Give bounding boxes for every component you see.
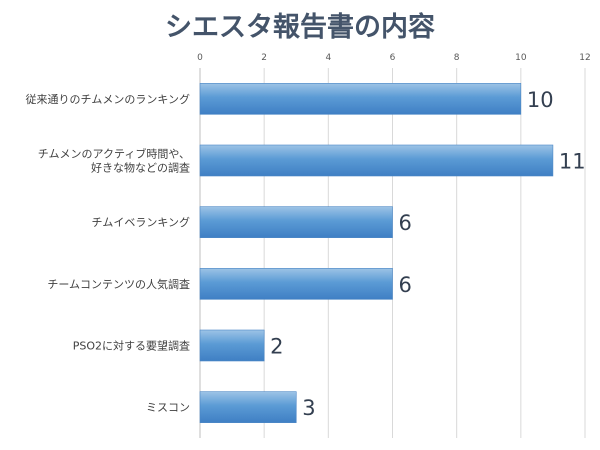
category-label: チムメンのアクティブ時間や、好きな物などの調査 [38,147,190,175]
category-label-line: チムイベランキング [92,215,190,229]
x-tick-label: 6 [390,53,396,63]
category-label-line: PSO2に対する要望調査 [73,339,190,353]
data-label: 6 [399,211,412,235]
bars [199,83,554,423]
x-tick-label: 8 [454,53,460,63]
bar [199,144,554,177]
x-tick-labels: 0 2 4 6 8 10 12 [197,53,591,63]
data-label: 11 [559,150,586,174]
data-label: 2 [270,335,283,359]
category-label-line: ミスコン [146,401,190,414]
bar [199,206,393,238]
category-label-line: 好きな物などの調査 [91,161,190,175]
data-label: 6 [399,273,412,297]
chart-title: シエスタ報告書の内容 [165,11,435,43]
category-label-line: チームコンテンツの人気調査 [47,277,190,291]
bar [199,83,522,115]
category-labels: 従来通りのチムメンのランキングチムメンのアクティブ時間や、好きな物などの調査チム… [26,92,190,414]
bar [199,391,297,423]
x-tick-label: 2 [261,53,267,63]
data-label: 10 [527,88,554,112]
data-label: 3 [302,396,315,420]
category-label: チムイベランキング [92,215,190,229]
bar [199,268,393,300]
x-tick-label: 10 [515,53,527,63]
x-tick-label: 0 [197,53,203,63]
category-label: 従来通りのチムメンのランキング [26,92,190,106]
category-label: PSO2に対する要望調査 [73,339,190,353]
gridlines [199,68,586,438]
category-label-line: チムメンのアクティブ時間や、 [38,147,190,161]
data-labels: 10 11 6 6 2 3 [270,88,585,420]
category-label: チームコンテンツの人気調査 [47,277,190,291]
bar [199,329,265,362]
x-tick-label: 4 [325,53,331,63]
category-label-line: 従来通りのチムメンのランキング [26,92,190,106]
x-tick-label: 12 [579,53,590,63]
category-label: ミスコン [146,401,190,414]
